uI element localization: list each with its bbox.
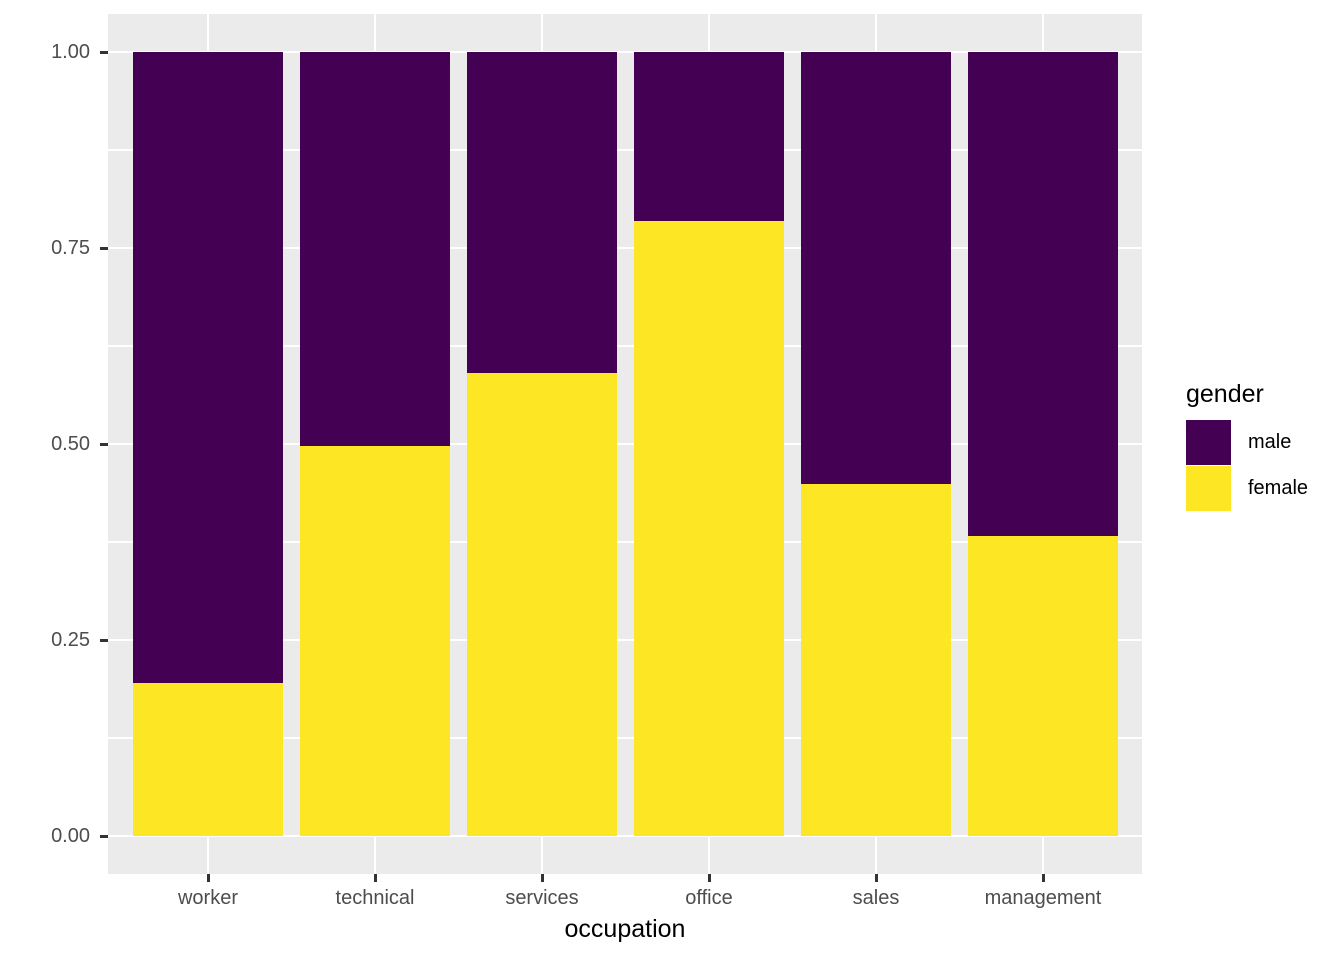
bar-segment-female-services	[467, 372, 617, 836]
y-tick-mark	[100, 638, 108, 642]
x-tick-label: sales	[852, 887, 900, 909]
x-tick-mark	[707, 874, 711, 882]
gridline-major-horizontal	[108, 442, 1142, 446]
legend-title: gender	[1186, 380, 1264, 408]
bar-segment-female-management	[968, 535, 1118, 836]
x-tick-mark	[874, 874, 878, 882]
bar-segment-male-management	[968, 52, 1118, 536]
legend-entry-male: male	[1186, 420, 1342, 465]
legend-label: male	[1248, 431, 1292, 453]
x-tick-label: worker	[177, 887, 238, 909]
bar-segment-male-services	[467, 52, 617, 373]
x-tick-mark	[206, 874, 210, 882]
y-tick-label: 0.00	[51, 825, 90, 847]
gridline-major-horizontal	[108, 638, 1142, 642]
y-tick-label: 0.50	[51, 433, 90, 455]
y-tick-mark	[100, 442, 108, 446]
legend: gender male female	[1186, 379, 1342, 512]
legend-entries: male female	[1186, 420, 1342, 511]
gridline-major-horizontal	[108, 834, 1142, 838]
y-tick-mark	[100, 246, 108, 250]
x-tick-label: technical	[335, 887, 415, 909]
x-tick-label: management	[984, 887, 1102, 909]
y-tick-mark	[100, 50, 108, 54]
bar-segment-male-sales	[801, 52, 951, 484]
legend-entry-female: female	[1186, 466, 1342, 511]
bar-segment-male-technical	[300, 52, 450, 447]
bar-segment-female-sales	[801, 483, 951, 836]
y-tick-mark	[100, 834, 108, 838]
x-tick-label: office	[685, 887, 733, 909]
x-tick-mark	[540, 874, 544, 882]
bar-segment-male-office	[634, 52, 784, 221]
x-tick-mark	[1041, 874, 1045, 882]
gridline-minor-horizontal	[108, 737, 1142, 739]
y-tick-label: 0.25	[51, 629, 90, 651]
y-tick-label: 0.75	[51, 237, 90, 259]
bar-segment-female-office	[634, 220, 784, 836]
bar-segment-female-worker	[133, 683, 283, 836]
bar-segment-female-technical	[300, 446, 450, 836]
legend-label: female	[1248, 477, 1309, 499]
y-tick-label: 1.00	[51, 41, 90, 63]
x-tick-label: services	[505, 887, 579, 909]
gridline-minor-horizontal	[108, 541, 1142, 543]
plot-panel	[108, 14, 1142, 874]
gridline-major-horizontal	[108, 246, 1142, 250]
gridline-minor-horizontal	[108, 345, 1142, 347]
gridline-major-horizontal	[108, 50, 1142, 54]
gridline-minor-horizontal	[108, 149, 1142, 151]
legend-swatch-male	[1186, 420, 1231, 465]
x-axis-title: occupation	[564, 915, 686, 943]
bar-segment-male-worker	[133, 52, 283, 684]
x-tick-mark	[373, 874, 377, 882]
legend-swatch-female	[1186, 466, 1231, 511]
